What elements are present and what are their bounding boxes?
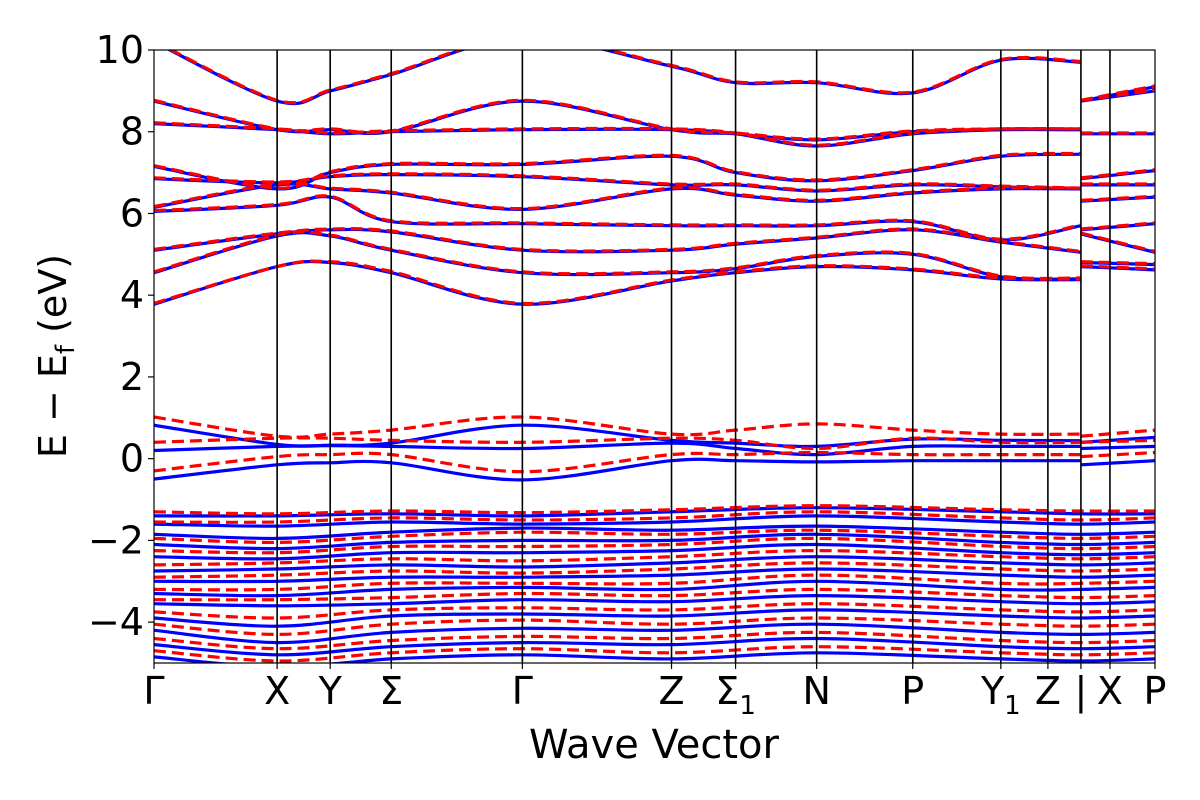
solid-band-line xyxy=(154,514,1155,528)
dashed-band-line xyxy=(154,194,1155,241)
dashed-band-line xyxy=(154,230,1155,281)
x-tick-label: Γ xyxy=(143,669,164,713)
solid-band-line xyxy=(154,555,1155,573)
dashed-band-line xyxy=(154,536,1155,555)
y-tick-label: 0 xyxy=(120,437,144,481)
solid-band-line xyxy=(154,524,1155,541)
x-axis-label: Wave Vector xyxy=(529,722,780,768)
y-tick-label: 6 xyxy=(120,191,144,235)
bands-group xyxy=(154,50,1155,663)
y-axis-ticks: −4 −2 0 2 4 6 8 10 xyxy=(88,28,154,644)
x-tick-label: P xyxy=(1144,669,1167,713)
x-tick-label: Σ xyxy=(379,669,403,713)
solid-band-line xyxy=(154,608,1155,628)
dashed-band-line xyxy=(154,227,1155,254)
solid-band-line xyxy=(154,457,1155,482)
solid-band-line xyxy=(154,506,1155,518)
dashed-band-line xyxy=(154,548,1155,567)
solid-band-line xyxy=(154,651,1155,663)
dashed-band-line xyxy=(154,587,1155,602)
solid-band-line xyxy=(154,532,1155,551)
y-axis-label-unit: (eV) xyxy=(31,254,75,345)
dashed-band-line xyxy=(154,602,1155,620)
solid-band-line xyxy=(154,542,1155,561)
x-tick-label: Y xyxy=(318,669,343,713)
x-tick-label: P xyxy=(901,669,924,713)
x-tick-label: | xyxy=(1075,669,1088,714)
x-tick-label: Σ1 xyxy=(715,669,756,721)
dashed-band-line xyxy=(154,528,1155,545)
dashed-band-line xyxy=(154,181,1155,211)
y-axis-label-sub: f xyxy=(51,344,81,354)
dashed-band-line xyxy=(154,573,1155,592)
x-tick-label: X xyxy=(1097,669,1123,713)
dashed-band-line xyxy=(154,415,1155,439)
dashed-band-line xyxy=(154,504,1155,516)
x-tick-label: N xyxy=(802,669,830,713)
dashed-band-line xyxy=(154,151,1155,190)
y-tick-label: 8 xyxy=(120,110,144,154)
kpoint-lines xyxy=(276,50,1111,663)
dashed-band-line xyxy=(154,561,1155,579)
solid-band-line xyxy=(154,622,1155,645)
plot-frame xyxy=(153,49,1156,664)
y-tick-label: 2 xyxy=(120,355,144,399)
dashed-band-line xyxy=(154,259,1155,306)
dashed-band-line xyxy=(154,172,1155,192)
solid-band-line xyxy=(154,579,1155,598)
dashed-band-line xyxy=(154,645,1155,663)
y-tick-label: −4 xyxy=(88,600,144,644)
dashed-band-line xyxy=(154,121,1155,147)
dashed-band-line xyxy=(154,510,1155,524)
x-tick-label: X xyxy=(264,669,290,713)
y-axis-label-main: E − E xyxy=(31,354,75,458)
y-tick-label: 10 xyxy=(96,28,144,72)
solid-band-line xyxy=(154,593,1155,608)
dashed-band-line xyxy=(154,436,1155,451)
dashed-band-line xyxy=(154,630,1155,651)
solid-band-line xyxy=(154,441,1155,457)
solid-band-line xyxy=(154,567,1155,584)
y-tick-label: −2 xyxy=(88,518,144,562)
solid-band-line xyxy=(154,636,1155,657)
dashed-band-line xyxy=(154,450,1155,474)
x-tick-label: Z xyxy=(1035,669,1061,713)
x-axis-ticks: Γ X Y Σ Γ Z Σ1 N P Y1 Z | X P xyxy=(143,663,1166,721)
dashed-band-line xyxy=(154,616,1155,637)
x-tick-label: Z xyxy=(658,669,684,713)
y-tick-label: 4 xyxy=(120,273,144,317)
dashed-band-line xyxy=(168,50,1155,105)
y-axis-label: E − Ef (eV) xyxy=(31,254,81,458)
plot-background xyxy=(154,50,1155,663)
x-tick-label: Γ xyxy=(512,669,533,713)
x-tick-label: Y1 xyxy=(980,669,1021,721)
